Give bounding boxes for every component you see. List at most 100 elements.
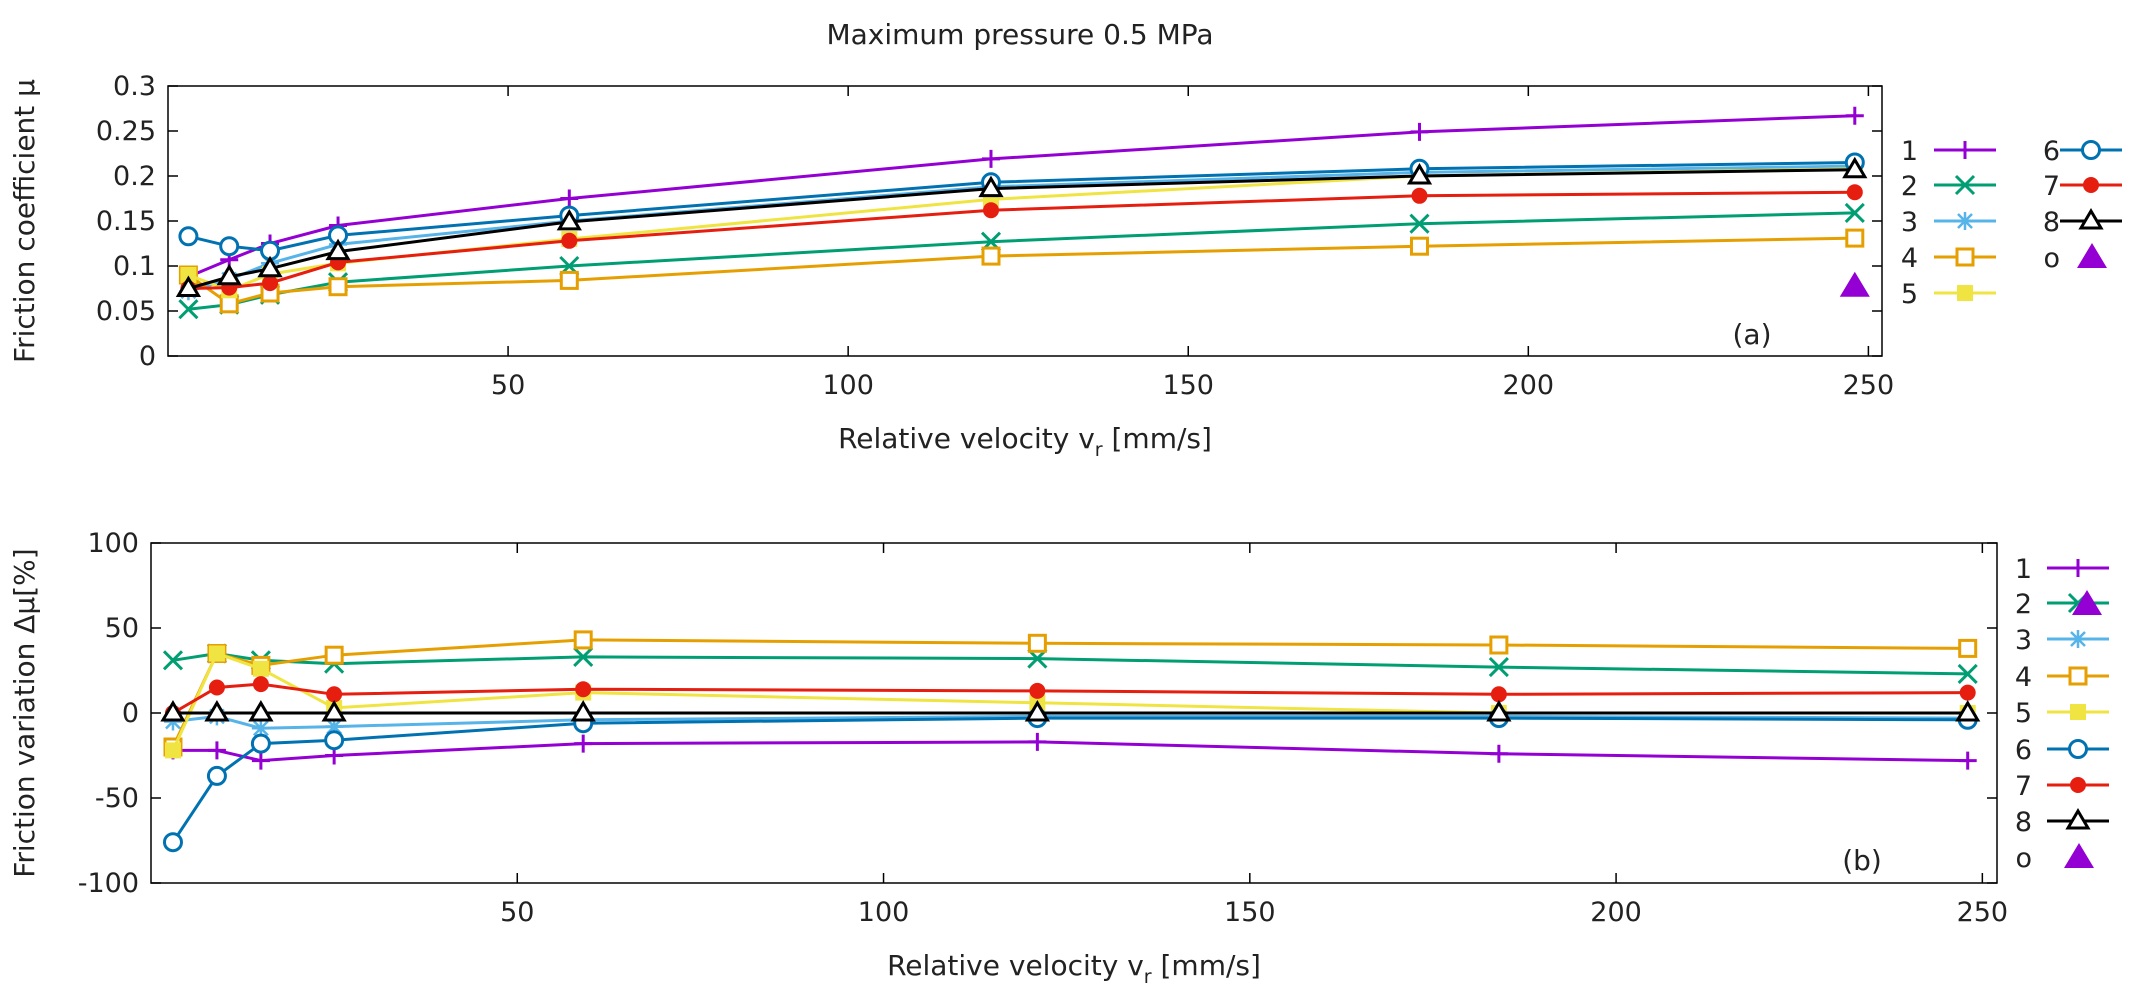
series-4-point [573,630,593,650]
legend-marker [2081,140,2101,160]
legend-entry-7: 7 [2015,771,2109,802]
series-7-point [1490,686,1507,703]
series-o-point [1839,271,1870,297]
series-8-point [570,700,596,722]
series-8-point [175,275,202,297]
series-5-point [164,742,181,759]
series-2-point [1488,657,1509,678]
y-tick-label: -50 [95,783,139,814]
series-6-point [324,730,345,751]
legend-label: 3 [1901,207,1918,238]
legend-label: 8 [2043,207,2060,238]
series-4-point [1958,638,1978,658]
series-8-point [216,263,242,286]
x-axis-label-subscript: r [1144,966,1152,988]
legend-label: 4 [1901,243,1918,274]
series-7 [164,676,1976,721]
series-4-point [559,270,579,290]
series-7-point [262,275,279,292]
series-6-point [250,733,271,754]
legend-entry-o: o [2043,243,2107,274]
legend-marker [2068,739,2088,759]
series-4-point [1845,228,1865,248]
y-tick-label: 0.1 [113,251,156,282]
series-8-point [1842,156,1868,179]
series-8-point [204,700,230,722]
legend-entry-3: 3 [1901,207,1996,238]
y-tick-label: 0.3 [113,71,156,102]
x-axis-label-unit: [mm/s] [1103,422,1212,455]
series-2-point [1957,663,1978,684]
legend-marker [2065,808,2091,830]
legend-label: 7 [2043,171,2060,202]
series-1-point [207,741,226,760]
legend-entry-6: 6 [2043,136,2122,167]
x-tick-label: 150 [1162,370,1214,401]
series-7-point [252,676,269,693]
legend-entry-o: o [2015,843,2094,874]
series-5-point [180,267,197,283]
y-tick-label: 0.25 [96,116,156,147]
legend-marker [1954,174,1976,196]
legend-label: 7 [2015,771,2032,802]
legend-label: 6 [2043,136,2060,167]
legend-marker [2069,630,2087,648]
legend-marker [2069,559,2087,577]
series-8-point [248,700,274,722]
legend-entry-6: 6 [2015,735,2109,766]
series-6-line [171,716,1968,844]
legend-marker [1956,141,1974,159]
series-7-point [1846,184,1863,201]
series-8-line [187,168,1855,290]
series-3-line [187,164,1855,293]
series-1-point [1489,744,1508,763]
series-7-point [208,679,225,696]
series-8-point [556,208,582,231]
series-4-point [1027,633,1047,653]
series-8-point [1024,700,1050,722]
x-axis-label-subscript: r [1095,439,1103,461]
legend-entry-4: 4 [2015,662,2109,693]
x-tick-label: 50 [500,897,534,928]
series-1-point [574,734,593,753]
series-6-point [178,226,199,247]
legend: 1 2 3 4 5 6 7 8 o [1901,136,2122,310]
plot-frame [167,85,1883,357]
series-2-point [178,299,199,320]
series-o [1839,271,1870,297]
series-4 [178,228,1865,314]
legend-label: 4 [2015,662,2032,693]
legend-entry-5: 5 [2015,698,2109,729]
series-1-line [187,114,1855,279]
series-2-point [573,646,594,667]
series-6-point [162,832,183,853]
series-3-point [325,717,344,736]
y-tick-label: -100 [78,868,139,899]
x-tick-label: 250 [1843,370,1895,401]
legend-label: 5 [2015,698,2032,729]
series-3-point [251,719,270,738]
legend: 1 2 3 4 5 6 7 8 o [2015,554,2109,874]
series-8-point [978,175,1004,198]
x-tick-label: 200 [1590,897,1642,928]
series-8-point [160,700,186,722]
legend-entry-7: 7 [2043,171,2122,202]
legend-marker [2077,243,2107,268]
legend-entry-8: 8 [2043,207,2122,238]
series-1 [163,732,1977,770]
legend-label: 6 [2015,735,2032,766]
x-axis-label: Relative velocity vr [mm/s] [887,949,1261,988]
x-tick-label: 50 [491,370,525,401]
legend-label: 8 [2015,807,2032,838]
legend-label: 2 [1901,171,1918,202]
series-6-point [219,236,240,257]
series-4-point [328,277,348,297]
panel-label: (a) [1732,318,1771,351]
legend-marker [2068,666,2088,686]
legend-label: o [2015,843,2032,874]
legend-entry-4: 4 [1901,243,1996,274]
series-6 [162,708,1978,853]
series-5-point [208,645,225,662]
legend-entry-8: 8 [2015,807,2109,838]
series-8-point [1486,700,1512,722]
